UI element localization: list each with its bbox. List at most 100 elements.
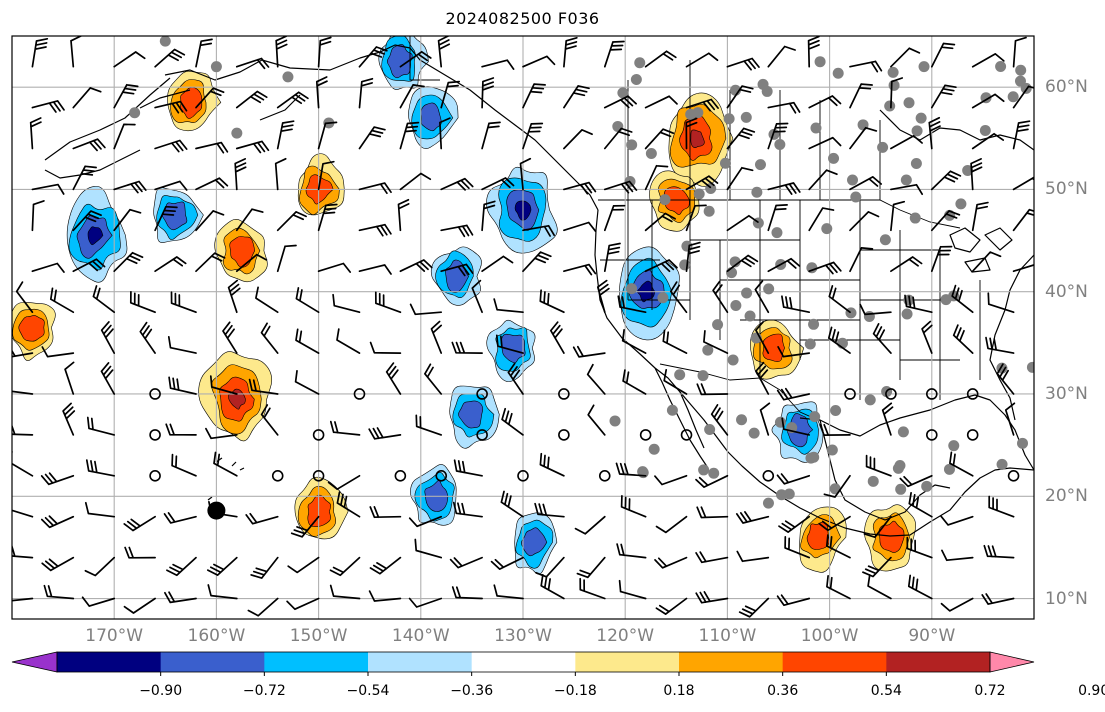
wind-barb — [154, 205, 178, 232]
wind-barb — [213, 451, 238, 477]
station-dot — [730, 299, 742, 311]
station-dot — [979, 124, 991, 136]
wind-barb — [574, 515, 606, 535]
wind-barb — [81, 596, 116, 607]
longitude-label: 140°W — [391, 626, 450, 646]
wind-barb — [726, 127, 756, 150]
wind-barb — [685, 98, 719, 112]
wind-barb — [12, 544, 34, 559]
station-dot — [659, 194, 671, 206]
station-dot — [943, 463, 955, 475]
wind-barb — [685, 204, 707, 232]
wind-barb — [495, 334, 524, 354]
wind-barb — [685, 241, 701, 273]
wind-barb — [890, 77, 904, 109]
wind-barb — [695, 474, 729, 488]
wind-barb — [439, 117, 451, 150]
wind-barb — [971, 132, 1005, 150]
wind-barb — [222, 321, 238, 354]
wind-barb — [755, 321, 770, 354]
wind-barb — [863, 515, 892, 539]
station-dot — [634, 57, 646, 69]
calm-wind-circle — [517, 470, 529, 482]
wind-barb — [539, 289, 565, 314]
wind-barb — [596, 279, 610, 314]
colorbar-segment — [264, 652, 369, 672]
wind-barb — [113, 123, 136, 150]
wind-barb — [579, 577, 606, 600]
station-dot — [771, 227, 783, 239]
wind-barb — [940, 597, 974, 612]
station-dot — [702, 344, 714, 356]
station-dot — [657, 292, 669, 304]
wind-barb — [369, 506, 402, 519]
wind-barb — [620, 495, 647, 518]
colorbar-tick-label: −0.18 — [553, 683, 597, 699]
wind-barb — [776, 594, 811, 607]
wind-barb — [481, 77, 495, 109]
wind-barb — [255, 286, 279, 314]
station-dot — [609, 415, 621, 427]
latitude-label: 60°N — [1045, 77, 1088, 98]
wind-barb — [776, 387, 811, 401]
map-frame — [11, 35, 1035, 620]
wind-barb — [825, 534, 851, 559]
wind-barb — [449, 556, 483, 569]
wind-barb — [663, 368, 688, 395]
longitude-label: 160°W — [187, 626, 246, 646]
station-dot — [1015, 64, 1027, 76]
wind-barb — [949, 451, 974, 477]
wind-barb — [369, 341, 402, 354]
wind-barb — [1012, 36, 1027, 68]
colorbar-extend-high — [989, 651, 1035, 673]
wind-barb — [62, 402, 76, 436]
wind-barb — [519, 157, 532, 191]
wind-barb — [563, 129, 593, 150]
wind-barb — [616, 543, 647, 559]
wind-barb — [113, 251, 144, 273]
colorbar-segment — [368, 652, 473, 672]
wind-barb — [195, 252, 226, 273]
wind-barb — [726, 57, 760, 71]
station-dot — [955, 198, 967, 210]
wind-barb — [235, 140, 270, 154]
wind-barb — [195, 141, 229, 154]
wind-barb — [644, 212, 676, 232]
wind-barb — [329, 556, 361, 577]
wind-barb — [31, 37, 49, 68]
wind-barb — [235, 57, 270, 70]
station-dot — [740, 111, 752, 123]
colorbar-tick-label: 0.18 — [663, 683, 695, 699]
longitude-label: 130°W — [494, 626, 552, 646]
wind-barb — [881, 402, 894, 436]
wind-barb — [781, 417, 811, 436]
station-dot — [210, 61, 222, 73]
wind-barb — [849, 83, 873, 109]
station-dot — [736, 414, 748, 426]
wind-barb — [195, 87, 225, 109]
wind-barb — [996, 363, 1015, 395]
wind-barb — [808, 169, 838, 191]
wind-barb — [163, 512, 197, 524]
wind-barb — [890, 47, 921, 68]
wind-barb — [622, 369, 647, 395]
wind-barb — [72, 210, 102, 232]
calm-wind-circle — [312, 429, 325, 441]
colorbar-segment — [471, 652, 576, 672]
wind-barb — [726, 214, 759, 232]
wind-barb — [776, 473, 811, 485]
wind-barb — [908, 491, 933, 518]
wind-barb — [295, 287, 320, 314]
wind-barb — [123, 515, 156, 532]
wind-barb — [31, 262, 65, 273]
negative-anomaly-contour — [87, 226, 104, 246]
wind-barb — [695, 591, 729, 604]
east-coast — [989, 254, 1034, 421]
wind-barb — [777, 346, 811, 358]
wind-barb — [621, 329, 647, 354]
wind-barb — [40, 515, 75, 529]
wind-barb — [235, 208, 264, 232]
negative-anomaly-contour — [420, 102, 442, 132]
calm-wind-circle — [925, 429, 938, 441]
longitude-label: 150°W — [289, 626, 348, 646]
